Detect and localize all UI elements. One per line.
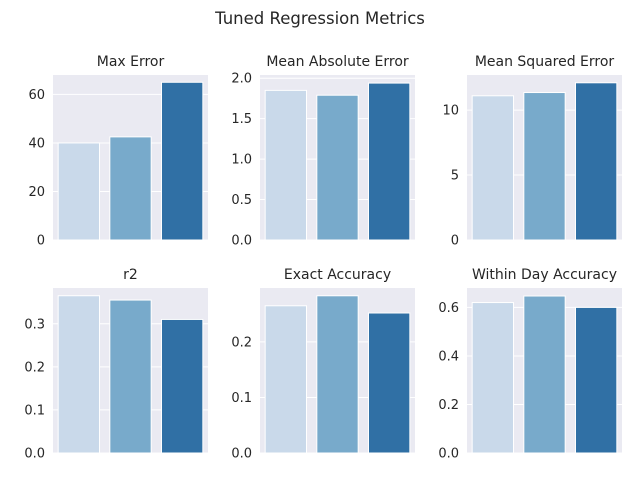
bar [523,92,566,241]
subplot-3: 0 5 10 Mean Squared Error [442,54,622,249]
subplot-1: 0 20 40 60 Max Error [28,54,208,249]
bar [109,136,152,241]
bar [368,82,411,241]
bar [57,295,100,454]
y-tick-label: 0.2 [438,398,459,413]
bar [161,318,204,454]
subplot-4: 0.0 0.1 0.2 0.3 r2 [24,267,208,462]
bar [264,89,307,241]
subplot-2: 0.0 0.5 1.0 1.5 2.0 Mean Absolute Error [231,54,415,249]
subplot-title: Mean Squared Error [475,54,615,70]
y-tick-label: 1.5 [231,112,252,127]
subplot-title: Exact Accuracy [284,267,391,283]
y-tick-label: 1.0 [231,153,252,168]
bar [575,82,618,241]
subplot-title: Mean Absolute Error [266,54,409,70]
y-tick-label: 0.3 [24,317,45,332]
y-tick-label: 10 [442,104,459,119]
bar [57,142,100,241]
subplot-title: Within Day Accuracy [472,267,617,283]
y-tick-label: 5 [451,169,459,184]
subplot-6: 0.0 0.2 0.4 0.6 Within Day Accuracy [438,267,622,462]
bar [161,81,204,241]
y-tick-label: 0.1 [231,391,252,406]
bar [368,312,411,454]
subplot-5: 0.0 0.1 0.2 Exact Accuracy [231,267,415,462]
y-tick-label: 0.0 [24,447,45,462]
bar [471,95,514,241]
bar [471,302,514,454]
figure-title: Tuned Regression Metrics [214,9,425,28]
y-tick-label: 0.0 [231,234,252,249]
bar [523,295,566,454]
y-tick-label: 0 [451,234,459,249]
y-tick-label: 20 [28,185,45,200]
y-tick-label: 40 [28,136,45,151]
bar [316,295,359,454]
bar [575,306,618,454]
y-tick-label: 0.0 [438,447,459,462]
y-tick-label: 2.0 [231,72,252,87]
y-tick-label: 0 [37,234,45,249]
y-tick-label: 0.6 [438,301,459,316]
bar [109,299,152,454]
y-tick-label: 0.4 [438,349,459,364]
subplot-title: r2 [123,267,138,283]
bar [316,94,359,241]
bar [264,305,307,454]
y-tick-label: 60 [28,88,45,103]
y-tick-label: 0.2 [24,360,45,375]
subplot-title: Max Error [97,54,165,70]
y-tick-label: 0.1 [24,403,45,418]
y-tick-label: 0.2 [231,335,252,350]
y-tick-label: 0.0 [231,447,252,462]
y-tick-label: 0.5 [231,193,252,208]
